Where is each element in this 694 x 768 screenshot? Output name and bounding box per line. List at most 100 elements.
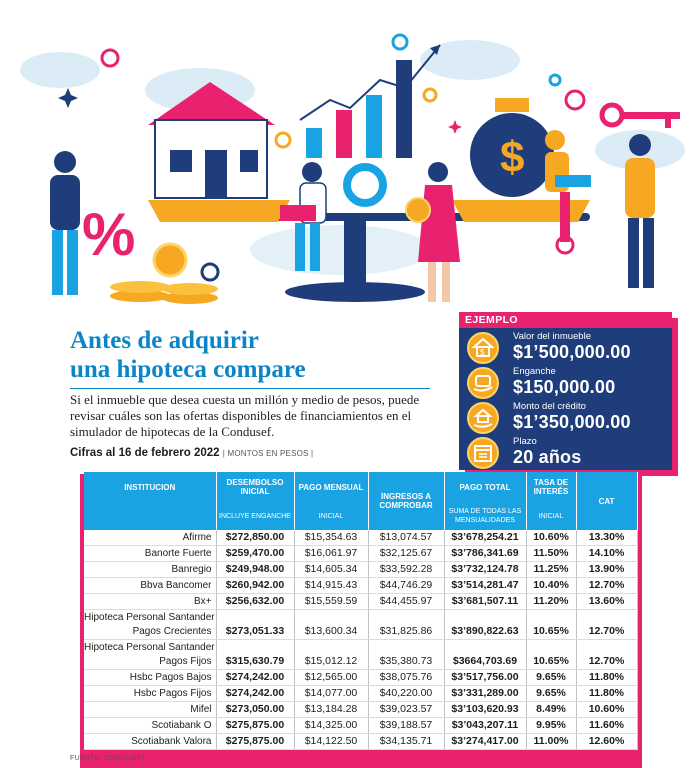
sparkle-decoration [58, 88, 78, 108]
table-row: Scotiabank O $275,875.00 $14,325.00 $39,188… [84, 717, 638, 734]
table-cell: 11.00% [526, 733, 577, 750]
table-cell: $274,242.00 [216, 669, 295, 686]
table-cell: $40,220.00 [368, 685, 445, 702]
example-box: EJEMPLO $ Valor del inmueble $1’500,000.… [459, 312, 672, 470]
table-cell: 8.49% [526, 701, 577, 718]
example-value: $1’500,000.00 [513, 342, 631, 362]
institution-name-line: Afirme [182, 532, 212, 543]
table-cell: $3’514,281.47 [444, 577, 527, 594]
table-row: Banorte Fuerte $259,470.00 $16,061.97 $32,1… [84, 545, 638, 562]
sparkle-decoration [448, 120, 462, 134]
ring-decoration [391, 33, 409, 51]
table-cell: $3664,703.69 [444, 639, 527, 670]
column-header-total-payment: PAGO TOTAL [444, 472, 527, 502]
institution-name-line: Hsbc Pagos Fijos [133, 688, 212, 699]
coin-stack [110, 281, 170, 293]
ring-decoration [564, 89, 586, 111]
column-header-cat: CAT [576, 472, 638, 530]
table-subheader-row: INCLUYE ENGANCHE INICIAL SUMA DE TODAS L… [84, 502, 637, 530]
institution-name-cell: Bx+ [84, 593, 217, 610]
institution-name-line: Pagos Fijos [159, 656, 212, 667]
table-cell: $32,125.67 [368, 545, 445, 562]
house-icon: $ [467, 332, 499, 364]
column-header-income-to-prove: INGRESOS A COMPROBAR [368, 472, 445, 530]
cloud-shape [20, 52, 100, 88]
table-cell: $3’043,207.11 [444, 717, 527, 734]
table-cell: 10.65% [526, 609, 577, 640]
house-hand-icon [467, 402, 499, 434]
institution-name-line: Hipoteca Personal Santander [84, 642, 215, 653]
column-subheader-initial-outlay: INCLUYE ENGANCHE [216, 502, 295, 530]
institution-name-line: Hsbc Pagos Bajos [129, 672, 212, 683]
institution-name-cell: Bbva Bancomer [84, 577, 217, 594]
table-cell: 9.65% [526, 669, 577, 686]
table-cell: 12.70% [576, 609, 638, 640]
table-cell: $260,942.00 [216, 577, 295, 594]
table-cell: 13.60% [576, 593, 638, 610]
example-label: Valor del inmueble [513, 331, 591, 342]
institution-name-cell: Hsbc Pagos Fijos [84, 685, 217, 702]
title-divider [70, 388, 430, 389]
house-window [240, 150, 258, 172]
table-cell: 11.80% [576, 669, 638, 686]
table-cell: $275,875.00 [216, 717, 295, 734]
house-window [170, 150, 192, 172]
key-decoration [599, 102, 680, 128]
table-cell: $3’678,254.21 [444, 530, 527, 546]
bar-decoration [306, 128, 322, 158]
institution-name-cell: Hsbc Pagos Bajos [84, 669, 217, 686]
table-cell: 9.95% [526, 717, 577, 734]
table-cell: $3’786,341.69 [444, 545, 527, 562]
example-item-property-value: $ Valor del inmueble $1’500,000.00 [465, 330, 670, 364]
coin-stack [110, 290, 170, 302]
table-row: Bx+ $256,632.00 $15,559.59 $44,455.97 $3’681… [84, 593, 638, 610]
table-row: Mifel $273,050.00 $13,184.28 $39,023.57 $3’1… [84, 701, 638, 718]
table-cell: 11.60% [576, 717, 638, 734]
institution-name-line: Pagos Crecientes [132, 626, 212, 637]
source-note: FUENTE: CONDUSEF [70, 755, 146, 762]
table-cell: $3’681,507.11 [444, 593, 527, 610]
person-key-figure [625, 134, 655, 288]
table-row: Hipoteca Personal Santander Pagos Fijos $3… [84, 639, 638, 670]
example-item-down-payment: Enganche $150,000.00 [465, 365, 670, 399]
table-cell: $274,242.00 [216, 685, 295, 702]
institution-name-cell: Hipoteca Personal Santander Pagos Fijos [84, 639, 217, 670]
amounts-unit-label: | MONTOS EN PESOS | [222, 449, 314, 458]
table-cell: $14,605.34 [294, 561, 369, 578]
ring-decoration [100, 48, 120, 68]
column-subheader-monthly-payment: INICIAL [294, 502, 369, 530]
table-cell: $273,050.00 [216, 701, 295, 718]
figures-date-label: Cifras al 16 de febrero 2022 [70, 447, 220, 459]
table-cell: $31,825.86 [368, 609, 445, 640]
table-cell: $249,948.00 [216, 561, 295, 578]
table-cell: $39,023.57 [368, 701, 445, 718]
person-sitting-figure [545, 130, 591, 242]
table-cell: $35,380.73 [368, 639, 445, 670]
institution-name-cell: Hipoteca Personal Santander Pagos Crecien… [84, 609, 217, 640]
money-bag [470, 113, 554, 197]
person-laptop-figure [280, 162, 327, 271]
house-roof [148, 82, 275, 125]
table-cell: $14,325.00 [294, 717, 369, 734]
table-cell: $259,470.00 [216, 545, 295, 562]
table-row: Hsbc Pagos Fijos $274,242.00 $14,077.00 $40… [84, 685, 638, 702]
table-cell: 9.65% [526, 685, 577, 702]
institution-name-cell: Banorte Fuerte [84, 545, 217, 562]
money-bag-tie [495, 98, 529, 112]
table-cell: $3’732,124.78 [444, 561, 527, 578]
institution-name-line: Banorte Fuerte [144, 548, 212, 559]
table-cell: $16,061.97 [294, 545, 369, 562]
table-cell: $3’890,822.63 [444, 609, 527, 640]
table-cell: 14.10% [576, 545, 638, 562]
institution-name-cell: Scotiabank Valora [84, 733, 217, 750]
calendar-icon [467, 437, 499, 469]
bar-decoration [366, 95, 382, 158]
table-cell: $44,455.97 [368, 593, 445, 610]
ring-decoration [343, 163, 387, 207]
table-cell: $3’517,756.00 [444, 669, 527, 686]
scale-pan-left [148, 200, 290, 222]
column-header-monthly-payment: PAGO MENSUAL [294, 472, 369, 502]
table-cell: $272,850.00 [216, 530, 295, 546]
ring-decoration [548, 73, 562, 87]
table-cell: 10.60% [526, 530, 577, 546]
